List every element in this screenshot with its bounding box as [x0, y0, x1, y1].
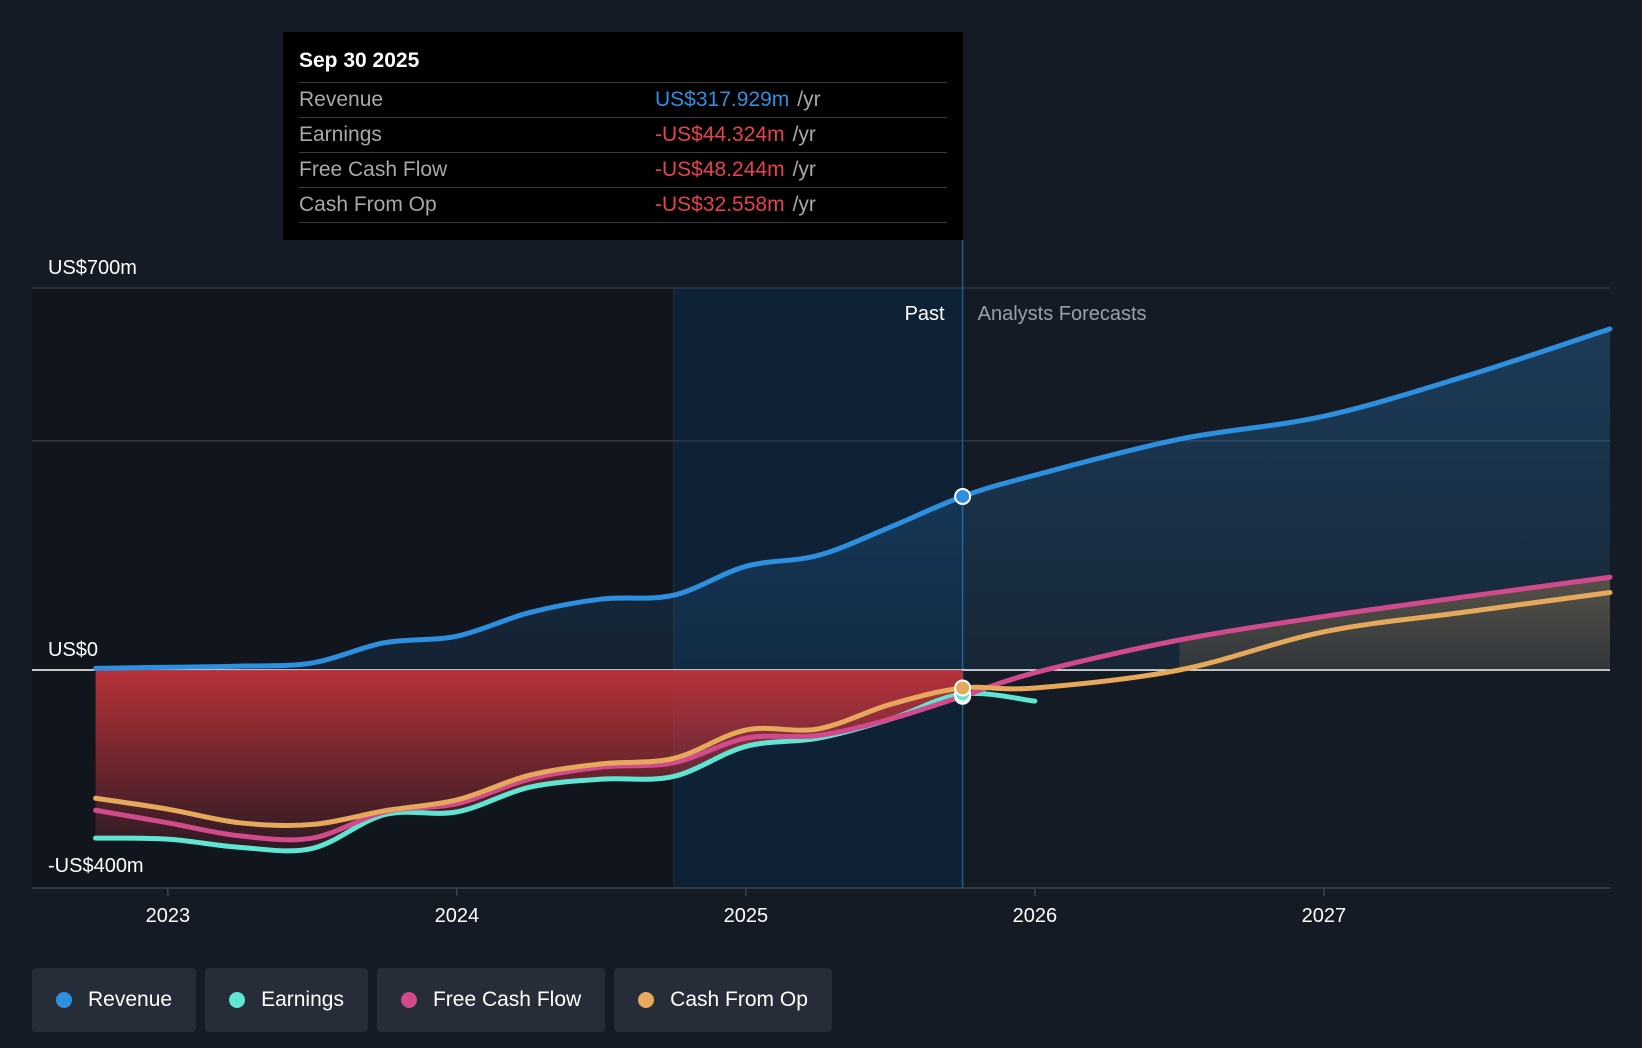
x-tick-label: 2027: [1302, 905, 1347, 927]
marker-revenue: [954, 487, 972, 505]
past-label: Past: [905, 303, 945, 325]
legend-label: Earnings: [261, 988, 344, 1011]
marker-cash-from-op: [954, 679, 972, 697]
legend: Revenue Earnings Free Cash Flow Cash Fro…: [32, 968, 832, 1032]
y-tick-label: -US$400m: [48, 855, 144, 877]
tooltip-label: Cash From Op: [299, 193, 437, 216]
tooltip-row-revenue: Revenue US$317.929m /yr: [299, 82, 947, 117]
x-tick-label: 2024: [435, 905, 480, 927]
legend-label: Cash From Op: [670, 988, 808, 1011]
legend-label: Revenue: [88, 988, 173, 1011]
x-tick-label: 2026: [1013, 905, 1058, 927]
negative-area: [95, 670, 963, 851]
tooltip-unit: /yr: [792, 193, 816, 216]
tooltip-value: US$317.929m: [655, 88, 790, 111]
tooltip-panel: Sep 30 2025 Revenue US$317.929m /yr Earn…: [283, 32, 963, 240]
tooltip-row-earnings: Earnings -US$44.324m /yr: [299, 117, 947, 152]
forecast-positive-area: [1179, 577, 1610, 670]
series-line-cash-from-op: [93, 590, 1613, 828]
tooltip-date: Sep 30 2025: [299, 49, 420, 72]
tooltip-label: Free Cash Flow: [299, 158, 448, 181]
tooltip-unit: /yr: [797, 88, 821, 111]
tooltip-unit: /yr: [792, 158, 816, 181]
legend-item-revenue[interactable]: Revenue: [32, 968, 197, 1032]
series-line-free-cash-flow: [93, 574, 1613, 843]
legend-dot-icon: [56, 992, 72, 1008]
tooltip-value: -US$48.244m: [655, 158, 785, 181]
x-tick-label: 2025: [724, 905, 769, 927]
tooltip-unit: /yr: [792, 123, 816, 146]
x-tick-label: 2023: [146, 905, 191, 927]
tooltip-label: Earnings: [299, 123, 382, 146]
y-tick-label: US$700m: [48, 257, 137, 279]
tooltip-label: Revenue: [299, 88, 384, 111]
legend-dot-icon: [229, 992, 246, 1008]
legend-dot-icon: [400, 992, 417, 1008]
y-tick-label: US$0: [48, 639, 98, 661]
tooltip-value: -US$44.324m: [655, 123, 785, 146]
tooltip-value: -US$32.558m: [655, 193, 785, 216]
forecast-label: Analysts Forecasts: [978, 303, 1147, 325]
tooltip-row-cash-from-op: Cash From Op -US$32.558m /yr: [299, 187, 947, 223]
series-line-revenue: [93, 326, 1613, 671]
revenue-area: [95, 328, 1611, 670]
legend-item-free-cash-flow[interactable]: Free Cash Flow: [376, 968, 606, 1032]
legend-label: Free Cash Flow: [432, 988, 582, 1011]
legend-dot-icon: [638, 992, 655, 1008]
legend-item-earnings[interactable]: Earnings: [205, 968, 368, 1032]
tooltip-row-free-cash-flow: Free Cash Flow -US$48.244m /yr: [299, 152, 947, 187]
legend-item-cash-from-op[interactable]: Cash From Op: [614, 968, 832, 1032]
